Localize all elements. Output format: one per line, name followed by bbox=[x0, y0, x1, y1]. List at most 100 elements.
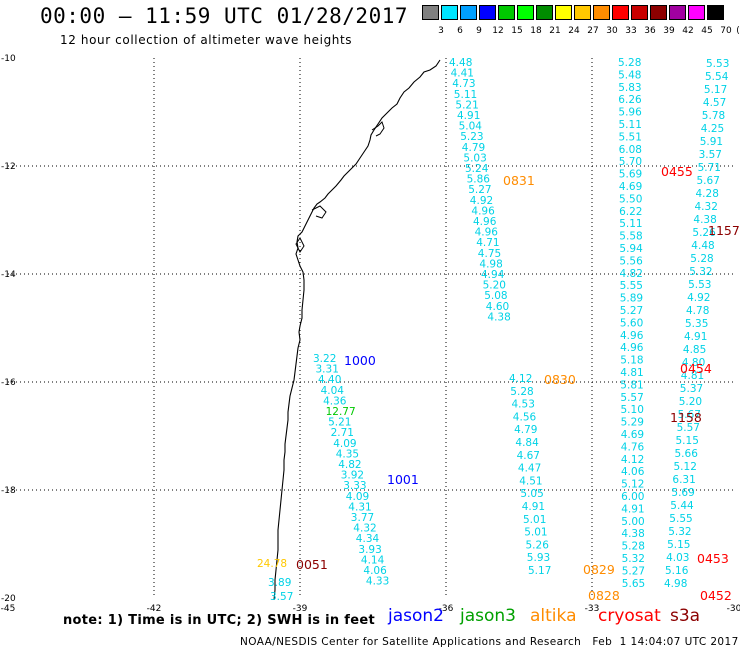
swh-value: 4.34 bbox=[356, 533, 380, 545]
swh-value: 5.20 bbox=[679, 396, 702, 408]
scale-label: 27 bbox=[587, 26, 599, 36]
swh-value: 4.69 bbox=[619, 181, 642, 193]
lat-label: -10 bbox=[1, 54, 16, 64]
swh-value: 4.56 bbox=[513, 411, 537, 423]
swh-value: 5.50 bbox=[619, 193, 642, 205]
swh-value: 4.91 bbox=[522, 501, 545, 513]
lat-label: -16 bbox=[1, 378, 16, 388]
swh-value: 5.67 bbox=[697, 175, 720, 187]
swh-value: 4.94 bbox=[481, 269, 505, 281]
swh-value: 4.36 bbox=[323, 395, 347, 407]
swh-value: 5.26 bbox=[692, 227, 716, 239]
swh-value: 4.84 bbox=[515, 437, 539, 449]
swh-value: 5.29 bbox=[621, 417, 644, 429]
swh-value: 5.78 bbox=[702, 110, 725, 122]
pass-time-label: 0830 bbox=[544, 372, 576, 387]
swh-value: 4.96 bbox=[473, 216, 497, 228]
pass-time-label: 1000 bbox=[344, 353, 376, 368]
pass-time-label: 1001 bbox=[387, 472, 419, 487]
swh-value: 4.35 bbox=[336, 448, 359, 460]
scale-label: 18 bbox=[530, 26, 542, 36]
swh-value: 4.96 bbox=[620, 330, 644, 342]
swh-value: 5.27 bbox=[622, 565, 645, 577]
swh-value: 5.53 bbox=[706, 58, 729, 70]
swh-value: 4.67 bbox=[517, 450, 540, 462]
swh-value: 4.92 bbox=[687, 292, 710, 304]
swh-value: 5.18 bbox=[620, 355, 643, 367]
scale-swatch bbox=[555, 5, 572, 20]
scale-label: 36 bbox=[644, 26, 656, 36]
swh-value: 5.27 bbox=[620, 305, 643, 317]
swh-value: 5.37 bbox=[680, 383, 703, 395]
swh-value: 4.06 bbox=[621, 466, 645, 478]
scale-swatch bbox=[631, 5, 648, 20]
swh-value: 5.27 bbox=[468, 184, 491, 196]
swh-value: 4.57 bbox=[703, 97, 726, 109]
swh-value: 4.76 bbox=[621, 441, 645, 453]
swh-value: 5.21 bbox=[328, 417, 351, 429]
swh-value: 5.89 bbox=[620, 293, 643, 305]
scale-label: 45 bbox=[701, 26, 713, 36]
swh-value: 5.66 bbox=[675, 448, 699, 460]
swh-value: 4.82 bbox=[338, 459, 361, 471]
swh-value: 4.33 bbox=[366, 576, 389, 588]
swh-value: 3.89 bbox=[268, 577, 291, 589]
swh-value: 4.60 bbox=[486, 301, 509, 313]
swh-value: 4.85 bbox=[683, 344, 706, 356]
swh-value: 4.80 bbox=[682, 357, 705, 369]
swh-value: 6.22 bbox=[619, 206, 642, 218]
swh-value: 24.78 bbox=[257, 558, 287, 570]
swh-value: 5.67 bbox=[678, 409, 701, 421]
swh-value: 5.21 bbox=[455, 99, 478, 111]
swh-value: 5.28 bbox=[622, 541, 645, 553]
swh-value: 4.96 bbox=[471, 205, 495, 217]
map-title: 00:00 – 11:59 UTC 01/28/2017 bbox=[40, 4, 409, 28]
scale-label: 9 bbox=[476, 26, 482, 36]
swh-value: 5.91 bbox=[700, 136, 723, 148]
lon-label: -36 bbox=[439, 604, 454, 614]
swh-value: 5.71 bbox=[698, 162, 721, 174]
swh-value: 5.65 bbox=[622, 578, 645, 590]
swh-value: 4.51 bbox=[519, 475, 542, 487]
swh-value: 5.03 bbox=[463, 152, 486, 164]
legend-s3a: s3a bbox=[670, 606, 701, 626]
scale-label: 21 bbox=[549, 26, 561, 36]
swh-value: 4.32 bbox=[695, 201, 718, 213]
swh-value: 4.82 bbox=[620, 268, 643, 280]
lat-label: -12 bbox=[1, 162, 16, 172]
swh-value: 5.55 bbox=[669, 513, 692, 525]
scale-label: 42 bbox=[682, 26, 694, 36]
swh-value: 4.53 bbox=[512, 399, 535, 411]
lon-label: -39 bbox=[293, 604, 308, 614]
swh-value: 4.96 bbox=[620, 342, 644, 354]
scale-label: 12 bbox=[492, 26, 504, 36]
footnote: note: 1) Time is in UTC; 2) SWH is in fe… bbox=[63, 613, 375, 628]
swh-value: 5.01 bbox=[523, 514, 546, 526]
pass-time-label: 0828 bbox=[588, 588, 620, 603]
swh-value: 4.32 bbox=[353, 523, 376, 535]
swh-value: 4.09 bbox=[333, 438, 356, 450]
lon-label: -42 bbox=[147, 604, 162, 614]
swh-value: 5.51 bbox=[619, 131, 642, 143]
swh-value: 3.33 bbox=[343, 480, 366, 492]
swh-value: 5.11 bbox=[619, 119, 642, 131]
swh-value: 4.28 bbox=[696, 188, 719, 200]
pass-time-label: 1158 bbox=[670, 410, 702, 425]
legend-jason3: jason3 bbox=[460, 606, 516, 626]
swh-value: 4.81 bbox=[620, 367, 643, 379]
lon-label: -33 bbox=[585, 604, 600, 614]
scale-label: 70 bbox=[720, 26, 732, 36]
pass-time-label: 0454 bbox=[680, 361, 712, 376]
swh-value: 4.91 bbox=[457, 110, 480, 122]
map-subtitle: 12 hour collection of altimeter wave hei… bbox=[60, 33, 353, 47]
swh-value: 4.48 bbox=[449, 57, 472, 69]
swh-value: 5.57 bbox=[677, 422, 700, 434]
swh-value: 4.12 bbox=[509, 373, 532, 385]
swh-value: 5.57 bbox=[620, 392, 643, 404]
legend-cryosat: cryosat bbox=[598, 606, 661, 626]
credit-line: NOAA/NESDIS Center for Satellite Applica… bbox=[240, 636, 739, 648]
swh-value: 5.69 bbox=[619, 169, 642, 181]
swh-value: 4.96 bbox=[475, 227, 499, 239]
lat-label: -14 bbox=[1, 270, 16, 280]
